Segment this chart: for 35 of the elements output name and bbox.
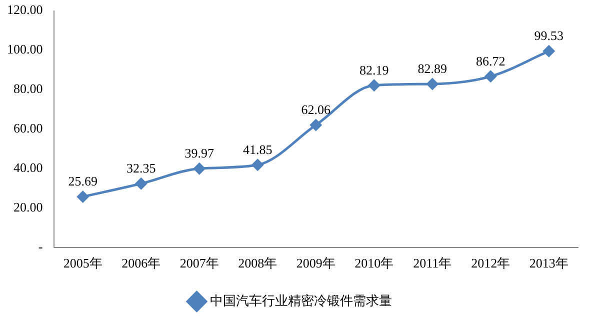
y-tick-label: 80.00 bbox=[14, 81, 43, 96]
point bbox=[194, 162, 206, 174]
x-tick-label: 2006年 bbox=[122, 256, 161, 271]
x-tick-label: 2011年 bbox=[413, 256, 452, 271]
point bbox=[484, 70, 496, 82]
point bbox=[77, 191, 89, 202]
y-tick-label: 120.00 bbox=[7, 2, 43, 18]
y-tick-label: 100.00 bbox=[7, 42, 43, 57]
data-label: 32.35 bbox=[126, 160, 156, 176]
y-tick-label: - bbox=[38, 238, 43, 254]
data-label: 25.69 bbox=[68, 174, 98, 189]
y-tick-label: 60.00 bbox=[14, 120, 43, 136]
point bbox=[135, 178, 147, 190]
point bbox=[368, 80, 380, 92]
data-label: 82.89 bbox=[418, 60, 447, 76]
data-label: 86.72 bbox=[476, 53, 506, 68]
point bbox=[252, 159, 264, 171]
data-label: 41.85 bbox=[243, 142, 272, 157]
y-tick-label: 20.00 bbox=[14, 199, 43, 214]
data-label: 39.97 bbox=[184, 146, 214, 161]
data-label: 82.19 bbox=[360, 62, 389, 78]
x-tick-label: 2010年 bbox=[354, 256, 394, 271]
point bbox=[310, 119, 322, 131]
point bbox=[426, 78, 438, 90]
x-tick-label: 2013年 bbox=[529, 256, 568, 271]
x-tick-label: 2008年 bbox=[238, 256, 278, 271]
x-tick-label: 2009年 bbox=[296, 256, 336, 271]
data-label: 62.06 bbox=[301, 102, 331, 117]
y-tick-label: 40.00 bbox=[14, 160, 43, 175]
legend-label: 中国汽车行业精密冷锻件需求量 bbox=[210, 294, 392, 309]
point bbox=[543, 45, 555, 57]
x-tick-label: 2007年 bbox=[180, 256, 219, 271]
x-tick-label: 2012年 bbox=[471, 256, 510, 271]
data-label: 99.53 bbox=[534, 28, 564, 44]
x-tick-label: 2005年 bbox=[63, 256, 102, 271]
